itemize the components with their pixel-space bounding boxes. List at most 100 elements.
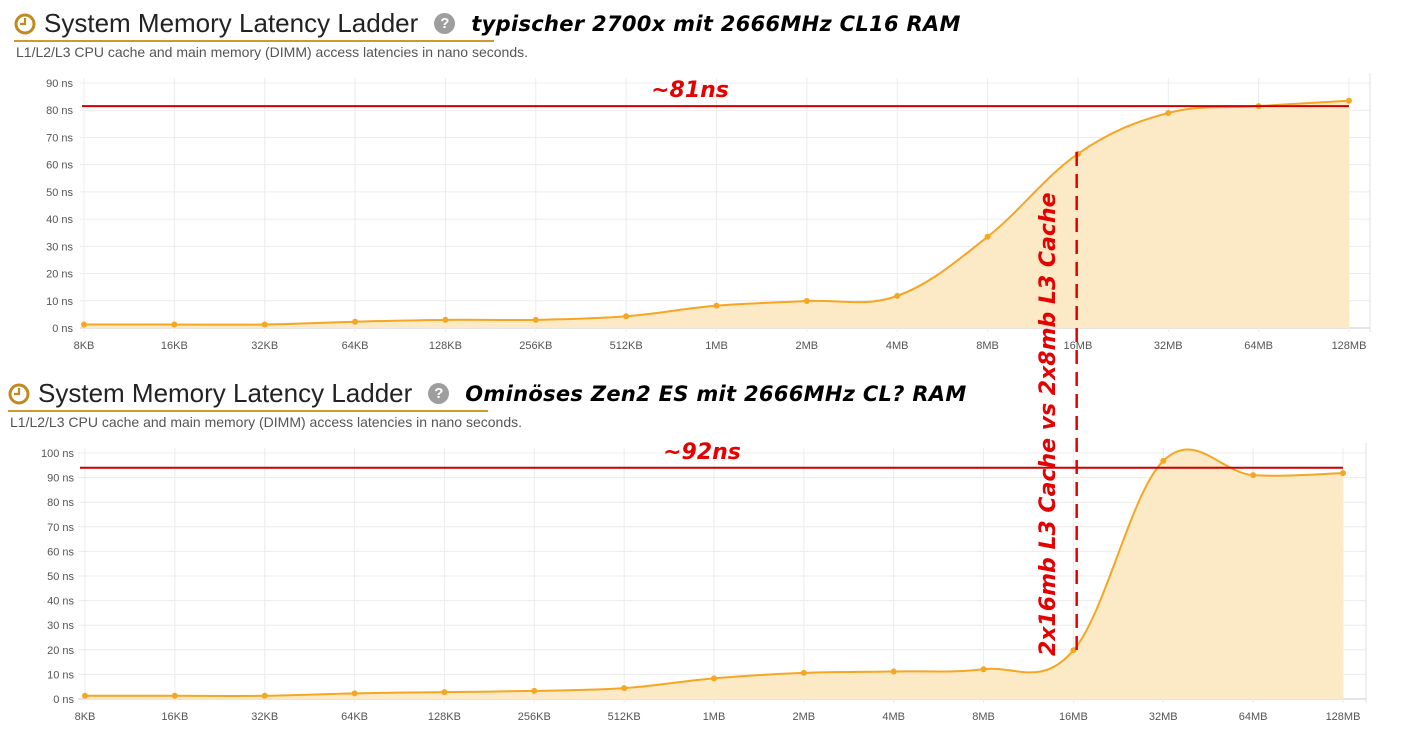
y-tick-label: 30 ns [47,620,74,632]
y-tick-label: 30 ns [46,241,73,253]
x-tick-label: 16MB [1064,340,1093,352]
data-point-64KB[interactable] [352,318,359,325]
series-area [84,100,1349,328]
y-tick-label: 70 ns [46,132,73,144]
data-point-256KB[interactable] [532,316,539,323]
panel-2-subtitle: L1/L2/L3 CPU cache and main memory (DIMM… [10,414,523,430]
x-tick-label: 2MB [793,711,816,723]
x-tick-label: 512KB [610,340,643,352]
x-tick-label: 8KB [75,711,96,723]
x-tick-label: 8MB [976,340,999,352]
data-point-16KB[interactable] [171,692,178,699]
panel-2-title: System Memory Latency Ladder [38,378,413,408]
x-tick-label: 2MB [796,340,819,352]
y-tick-label: 0 ns [52,323,73,335]
y-tick-label: 40 ns [46,214,73,226]
x-tick-label: 256KB [518,711,551,723]
data-point-128MB[interactable] [1340,470,1346,477]
y-tick-label: 80 ns [46,105,73,117]
x-tick-label: 64MB [1244,340,1273,352]
y-tick-label: 50 ns [47,571,74,583]
y-tick-label: 60 ns [46,160,73,172]
data-point-8KB[interactable] [82,692,88,699]
x-tick-label: 1MB [705,340,728,352]
reference-label: ~81ns [651,78,729,103]
panel-2-title-underline [8,410,488,412]
x-tick-label: 4MB [882,711,905,723]
data-point-512KB[interactable] [623,313,630,320]
data-point-8MB[interactable] [980,666,987,673]
clock-icon [8,383,30,404]
data-point-1MB[interactable] [711,675,717,682]
x-tick-label: 128KB [428,711,461,723]
clock-icon [14,13,36,34]
x-tick-label: 64MB [1239,711,1268,723]
y-tick-label: 10 ns [46,296,73,308]
data-point-128KB[interactable] [442,316,449,323]
x-tick-label: 64KB [342,340,369,352]
data-point-128MB[interactable] [1346,97,1352,104]
data-point-4MB[interactable] [890,668,897,675]
data-point-32MB[interactable] [1160,457,1167,464]
y-tick-label: 70 ns [47,522,74,534]
x-tick-label: 128MB [1332,340,1367,352]
x-tick-label: 16KB [161,340,188,352]
data-point-128KB[interactable] [441,689,448,696]
data-point-4MB[interactable] [894,292,901,299]
help-icon[interactable]: ? [434,13,456,34]
panel-1-title: System Memory Latency Ladder [44,8,419,38]
y-tick-label: 90 ns [47,473,74,485]
x-tick-label: 512KB [608,711,641,723]
data-point-32KB[interactable] [261,321,268,328]
data-point-1MB[interactable] [713,302,720,309]
x-tick-label: 16MB [1059,711,1088,723]
data-point-2MB[interactable] [803,298,810,305]
x-tick-label: 4MB [886,340,909,352]
reference-label: ~92ns [663,440,741,465]
series-line [84,99,1350,326]
latency-chart-1: 0 ns 10 ns 20 ns 30 ns 40 ns 50 ns 60 ns 70 ns 8… [46,73,1371,352]
data-point-8MB[interactable] [984,233,991,240]
panel-1-annotation: typischer 2700x mit 2666MHz CL16 RAM [471,11,961,36]
panel-1-title-underline [14,40,494,42]
latency-panel-2: System Memory Latency Ladder ? Ominöses … [0,370,1406,740]
data-point-64MB[interactable] [1250,472,1257,479]
data-point-8KB[interactable] [81,321,87,328]
data-point-512KB[interactable] [621,685,628,692]
x-tick-label: 16KB [161,711,188,723]
x-tick-label: 32MB [1149,711,1178,723]
data-point-32MB[interactable] [1165,109,1172,116]
data-point-64KB[interactable] [351,690,358,697]
x-tick-label: 1MB [703,711,726,723]
x-tick-label: 64KB [341,711,368,723]
help-icon[interactable]: ? [428,383,450,404]
x-tick-label: 32KB [251,711,278,723]
y-tick-label: 10 ns [47,669,74,681]
y-tick-label: 20 ns [46,269,73,281]
y-tick-label: 60 ns [47,546,74,558]
data-point-16KB[interactable] [171,321,178,328]
x-tick-label: 8MB [972,711,995,723]
data-point-16MB[interactable] [1074,150,1081,157]
panel-2-annotation: Ominöses Zen2 ES mit 2666MHz CL? RAM [465,381,967,406]
data-point-32KB[interactable] [261,692,268,699]
x-tick-label: 256KB [519,340,552,352]
data-point-2MB[interactable] [800,669,807,676]
x-tick-label: 128KB [429,340,462,352]
x-tick-label: 8KB [74,340,95,352]
x-tick-label: 128MB [1326,711,1361,723]
data-point-16MB[interactable] [1070,647,1077,654]
y-tick-label: 0 ns [53,694,74,706]
latency-chart-2: 0 ns 10 ns 20 ns 30 ns 40 ns 50 ns 60 ns 70 ns 8… [41,440,1367,723]
x-tick-label: 32MB [1154,340,1183,352]
vertical-annotation: 2x16mb L3 Cache vs 2x8mb L3 Cache [1036,192,1061,656]
panel-1-subtitle: L1/L2/L3 CPU cache and main memory (DIMM… [16,44,529,60]
y-tick-label: 50 ns [46,187,73,199]
data-point-256KB[interactable] [531,687,538,694]
y-tick-label: 80 ns [47,497,74,509]
y-tick-label: 100 ns [41,448,75,460]
series-line [85,448,1344,697]
series-area [85,449,1343,699]
y-tick-label: 90 ns [46,78,73,90]
latency-panel-1: System Memory Latency Ladder ? typischer… [14,8,1371,352]
